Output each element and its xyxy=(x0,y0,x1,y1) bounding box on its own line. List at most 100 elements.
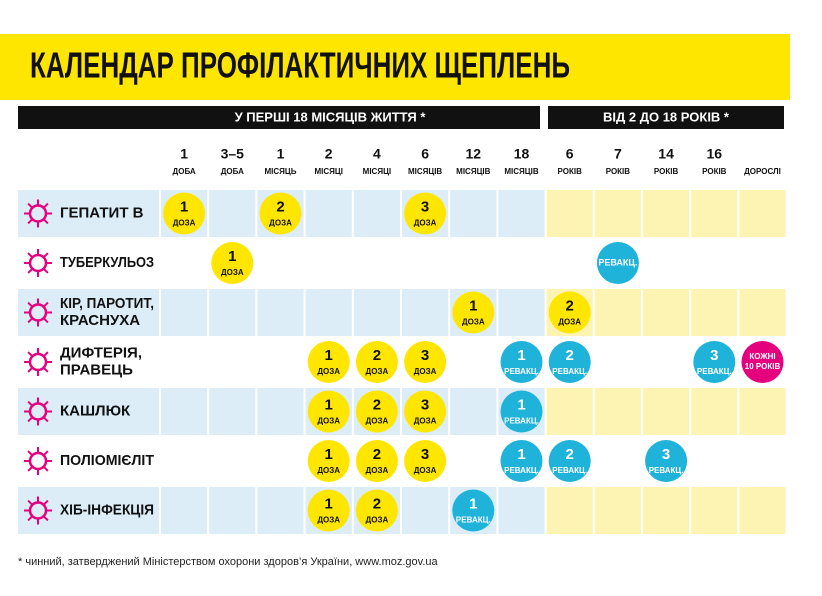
badge-label: ДОЗА xyxy=(414,219,437,228)
badge-number: 1 xyxy=(325,495,333,512)
row-cell xyxy=(257,289,304,336)
badge-number: 3 xyxy=(421,396,429,413)
icon-body xyxy=(28,352,48,372)
row-cell xyxy=(161,289,208,336)
badge-number: 2 xyxy=(566,446,574,463)
row-cell xyxy=(643,289,690,336)
title: КАЛЕНДАР ПРОФІЛАКТИЧНИХ ЩЕПЛЕНЬ xyxy=(30,45,570,86)
badge-label: КОЖНІ xyxy=(749,352,775,361)
badge-label: ДОЗА xyxy=(414,466,437,475)
row-cell xyxy=(161,487,208,534)
badge-label: РЕВАКЦ. xyxy=(504,367,539,376)
icon-body xyxy=(28,253,48,273)
row-cell xyxy=(594,289,641,336)
disease-icon xyxy=(24,199,52,228)
badge-number: 2 xyxy=(373,446,381,463)
badge-label: ДОЗА xyxy=(173,219,196,228)
badge xyxy=(355,390,398,433)
row-cell xyxy=(450,190,497,237)
row-cell xyxy=(498,487,545,534)
badge-label: ДОЗА xyxy=(317,466,340,475)
column-unit: МІСЯЦІВ xyxy=(456,167,490,176)
column-unit: РОКІВ xyxy=(702,167,727,176)
badge-number: 1 xyxy=(469,495,477,512)
badge xyxy=(355,440,398,482)
row-cell xyxy=(209,487,256,534)
footnote: * чинний, затверджений Міністерством охо… xyxy=(18,556,439,568)
row-cell xyxy=(691,289,738,336)
disease-icon xyxy=(24,298,52,327)
column-unit: ДОРОСЛІ xyxy=(744,167,781,176)
badge xyxy=(404,390,447,433)
badge xyxy=(452,291,495,334)
column-number: 14 xyxy=(658,146,674,162)
badge xyxy=(307,390,350,433)
column-unit: РОКІВ xyxy=(606,167,631,176)
disease-icon xyxy=(24,348,52,376)
badge xyxy=(404,440,447,482)
row-cell xyxy=(691,190,738,237)
column-number: 1 xyxy=(277,146,285,162)
badge xyxy=(259,192,302,235)
row-cell xyxy=(353,289,400,336)
badge-label: ДОЗА xyxy=(221,268,244,277)
row-cell xyxy=(402,289,449,336)
column-unit: МІСЯЦІВ xyxy=(504,167,538,176)
badge-number: 1 xyxy=(469,297,477,314)
row-cell xyxy=(18,487,159,534)
column-number: 3–5 xyxy=(221,146,245,162)
badge-label: ДОЗА xyxy=(317,417,340,426)
badge-label: ДОЗА xyxy=(414,367,437,376)
row-cell xyxy=(257,388,304,435)
badge xyxy=(307,440,350,482)
badge-number: 2 xyxy=(373,495,381,512)
disease-name: КАШЛЮК xyxy=(60,402,131,419)
row-cell xyxy=(209,190,256,237)
badge-label: ДОЗА xyxy=(366,367,389,376)
column-unit: МІСЯЦІВ xyxy=(408,167,442,176)
badge-number: 1 xyxy=(517,446,525,463)
badge-label: ДОЗА xyxy=(558,318,581,327)
disease-name: ПОЛІОМІЄЛІТ xyxy=(60,452,154,469)
disease-icon xyxy=(24,397,52,426)
badge xyxy=(548,341,591,383)
badge-number: 1 xyxy=(325,446,333,463)
row-cell xyxy=(18,388,159,435)
disease-name: ХІБ-ІНФЕКЦІЯ xyxy=(60,501,154,518)
column-number: 18 xyxy=(514,146,530,162)
badge xyxy=(500,341,543,383)
badge-label: РЕВАКЦ. xyxy=(697,367,732,376)
badge-number: 1 xyxy=(228,248,236,265)
badge xyxy=(404,341,447,383)
column-number: 6 xyxy=(421,146,429,162)
row-cell xyxy=(739,487,786,534)
row-cell xyxy=(594,190,641,237)
row-cell xyxy=(450,388,497,435)
row-cell xyxy=(498,289,545,336)
column-number: 6 xyxy=(566,146,574,162)
icon-body xyxy=(28,303,48,322)
icon-body xyxy=(28,402,48,421)
badge-label: ДОЗА xyxy=(317,367,340,376)
row-cell xyxy=(402,487,449,534)
badge xyxy=(211,242,254,284)
row-cell xyxy=(305,289,352,336)
column-number: 2 xyxy=(325,146,333,162)
disease-name: КРАСНУХА xyxy=(60,312,140,329)
row-cell xyxy=(739,388,786,435)
row-cell xyxy=(546,388,593,435)
disease-icon xyxy=(24,496,52,525)
column-number: 7 xyxy=(614,146,622,162)
badge xyxy=(163,192,206,235)
title-bar xyxy=(0,34,790,100)
badge-number: 2 xyxy=(276,198,284,215)
column-unit: РОКІВ xyxy=(654,167,679,176)
disease-name: ДИФТЕРІЯ, xyxy=(60,344,142,361)
row-cell xyxy=(18,190,159,237)
row-cell xyxy=(594,388,641,435)
badge-label: 10 РОКІВ xyxy=(745,362,781,371)
row-cell xyxy=(498,190,545,237)
badge xyxy=(500,440,543,482)
badge xyxy=(548,440,591,482)
badge xyxy=(355,489,398,532)
